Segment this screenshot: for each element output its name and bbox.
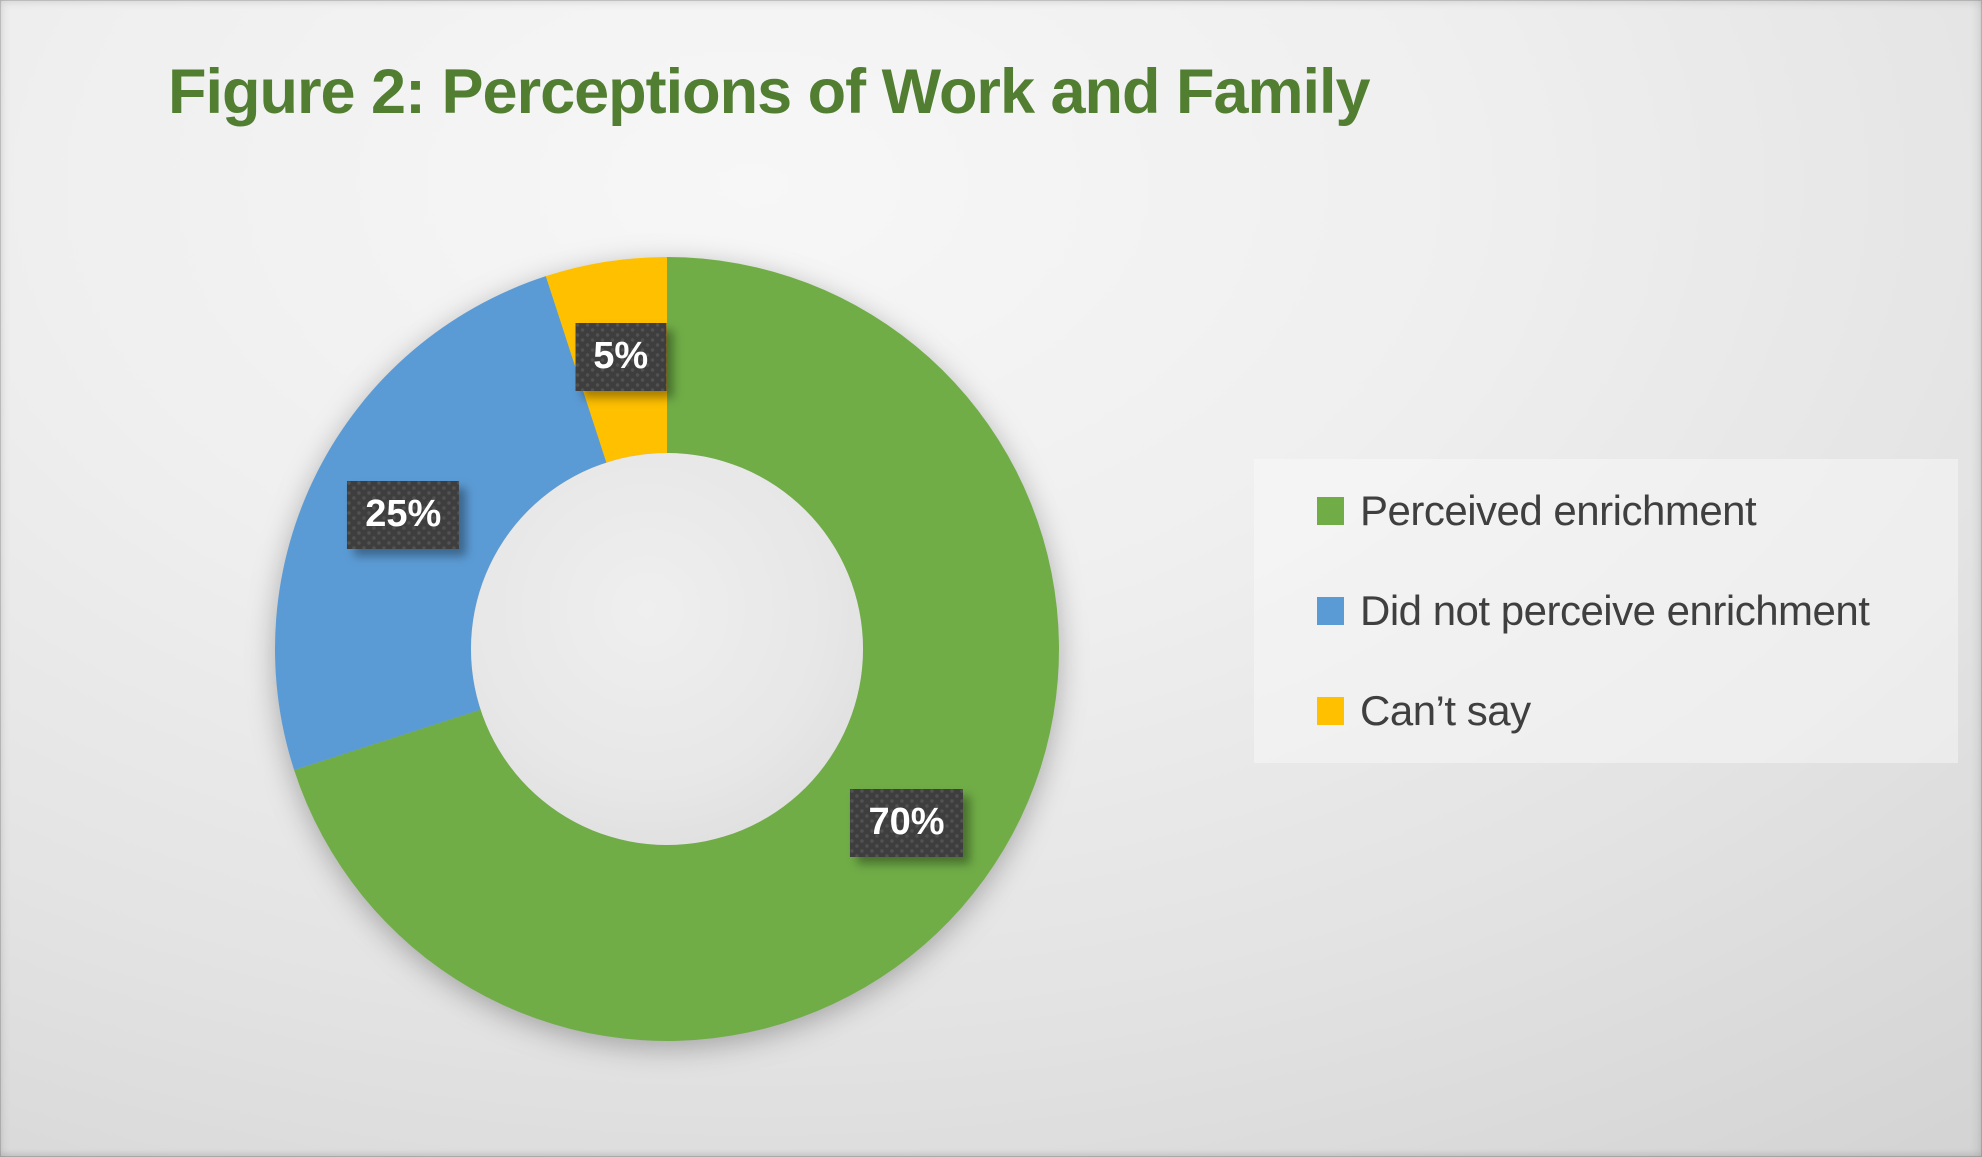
legend: Perceived enrichment Did not perceive en…	[1254, 459, 1958, 763]
data-label-70%: 70%	[850, 788, 962, 857]
data-label-25%: 25%	[347, 480, 459, 549]
legend-label: Perceived enrichment	[1360, 487, 1757, 534]
donut-hole	[471, 453, 863, 845]
legend-item-did-not-perceive-enrichment: Did not perceive enrichment	[1317, 587, 1948, 635]
legend-swatch-icon	[1317, 697, 1344, 725]
legend-swatch-icon	[1317, 597, 1344, 625]
donut-slice-70%	[294, 257, 1059, 1041]
legend-label: Can’t say	[1360, 687, 1531, 734]
data-label-5%: 5%	[575, 322, 666, 391]
legend-item-perceived-enrichment: Perceived enrichment	[1317, 487, 1948, 535]
legend-item-cant-say: Can’t say	[1317, 687, 1948, 735]
legend-swatch-icon	[1317, 497, 1344, 525]
chart-title: Figure 2: Perceptions of Work and Family	[168, 57, 1371, 127]
donut-chart: 70% 25% 5%	[267, 249, 1067, 1049]
donut-rings	[275, 257, 1059, 1041]
legend-label: Did not perceive enrichment	[1360, 587, 1870, 634]
